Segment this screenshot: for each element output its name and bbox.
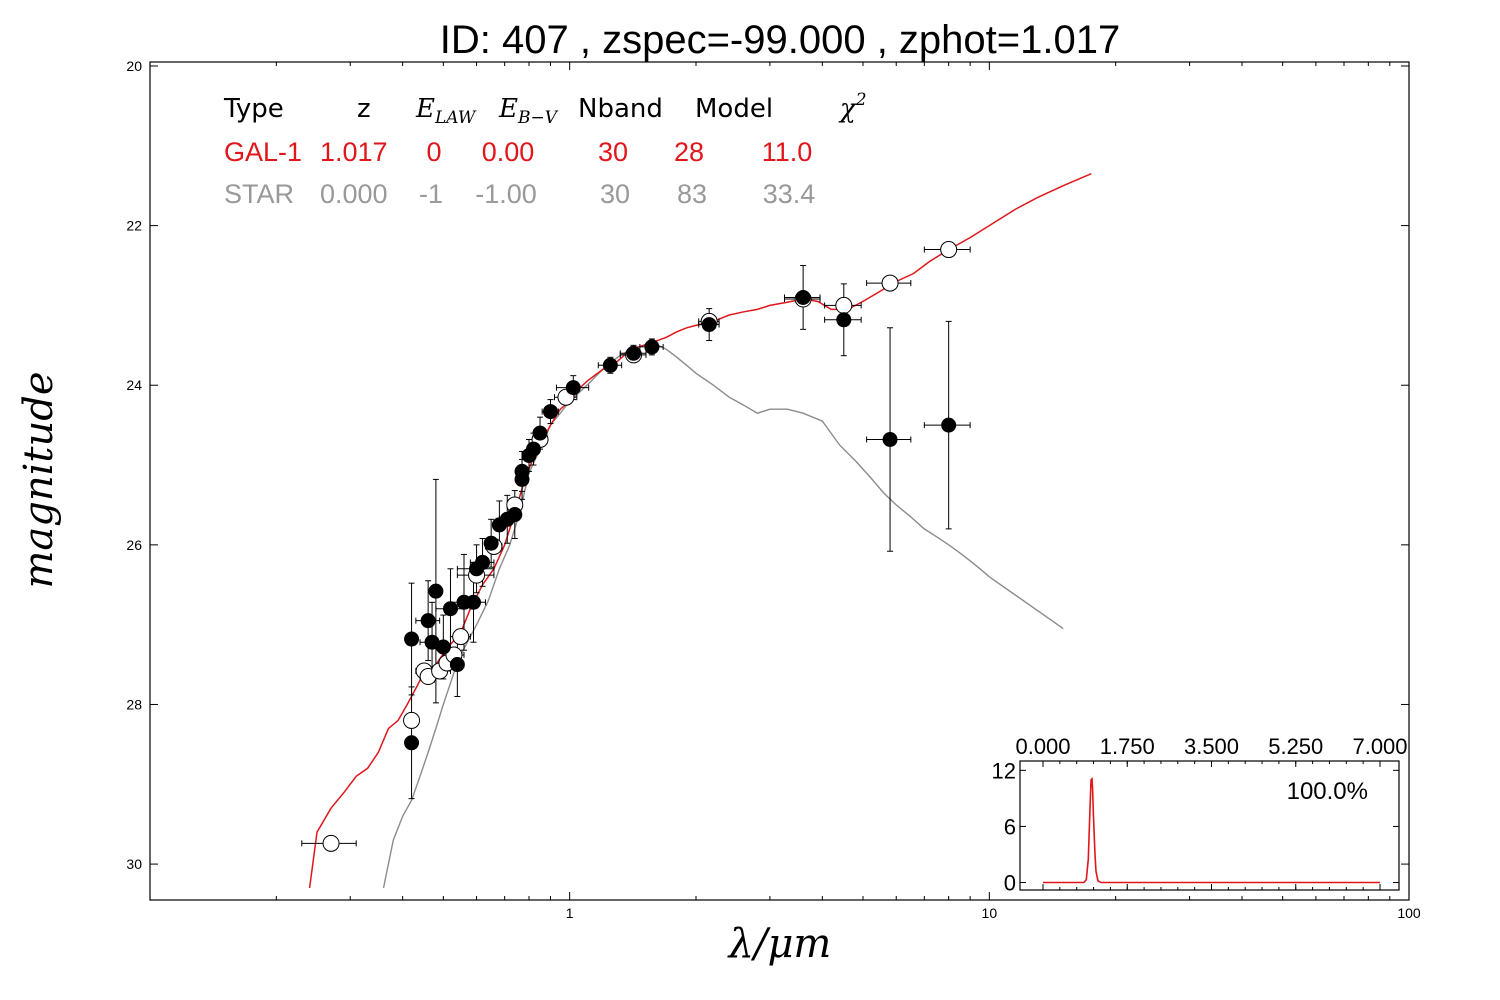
observed-photometry-point [483,535,499,551]
table-row-galaxy: GAL-1 1.017 0 0.00 30 28 11.0 [224,137,812,167]
row-ebv: -1.00 [475,179,537,209]
x-tick-label: 10 [982,905,998,921]
row-type: STAR [224,179,294,209]
observed-photometry-point [626,345,642,361]
col-header-model: Model [695,94,773,124]
observed-photometry-point [836,312,852,328]
row-ebv: 0.00 [482,137,535,167]
model-photometry-point [881,274,899,292]
observed-photometry-point [525,441,541,457]
fit-summary-table: Type z ELAW EB−V Nband Model χ2 GAL-1 1.… [223,90,867,209]
inset-x-tick-label: 7.000 [1352,734,1407,759]
observed-photometry-point [941,417,957,433]
observed-photometry-point [542,404,558,420]
model-curves [308,173,1092,889]
observed-photometry-point [475,554,491,570]
plot-ticks: 20 22 24 26 28 30 1 10 100 [126,58,1420,921]
plot-frame [149,61,1410,901]
chart-title: ID: 407 , zspec=-99.000 , zphot=1.017 [440,18,1120,62]
inset-y-tick-label: 12 [992,758,1016,783]
row-z: 1.017 [320,137,388,167]
inset-x-tick-label: 5.250 [1268,734,1323,759]
col-header-nband: Nband [578,94,663,124]
observed-photometry-point [404,735,420,751]
y-tick-label: 24 [126,377,142,393]
col-header-z: z [357,94,371,124]
y-axis-label: magnitude [16,371,62,588]
observed-photometry-point [532,425,548,441]
row-nband: 30 [600,179,630,209]
y-tick-label: 30 [126,856,142,872]
model-photometry-point [403,711,421,729]
pdf-curve [1043,776,1380,884]
model-photometry-point [452,628,470,646]
row-model: 83 [677,179,707,209]
inset-x-tick-label: 0.000 [1015,734,1070,759]
model-photometry-point [940,241,958,259]
zphot-pdf-inset: 0.000 1.750 3.500 5.250 7.000 0 6 12 100.0% [992,734,1408,896]
observed-photometry-point [507,507,523,523]
galaxy-model-line [308,173,1092,889]
row-elaw: 0 [426,137,441,167]
observed-photometry-point [882,431,898,447]
y-tick-label: 28 [126,696,142,712]
row-model: 28 [674,137,704,167]
row-elaw: -1 [419,179,443,209]
y-tick-label: 26 [126,537,142,553]
observed-photometry-point [565,380,581,396]
col-header-ebv: EB−V [498,94,559,128]
inset-frame [1019,760,1400,891]
inset-x-tick-label: 1.750 [1100,734,1155,759]
model-photometry-point [322,834,340,852]
y-tick-label: 20 [126,58,142,74]
sed-plot: 20 22 24 26 28 30 1 10 100 [126,58,1420,921]
row-nband: 30 [598,137,628,167]
observed-photometry-point [442,601,458,617]
table-row-star: STAR 0.000 -1 -1.00 30 83 33.4 [224,179,815,209]
row-type: GAL-1 [224,137,302,167]
observed-photometry-point [602,357,618,373]
row-z: 0.000 [320,179,388,209]
col-header-type: Type [223,94,284,124]
inset-y-tick-label: 0 [1004,871,1016,896]
observed-photometry-point [428,583,444,599]
observed-photometry-point [514,471,530,487]
observed-photometry-point [420,613,436,629]
y-tick-label: 22 [126,218,142,234]
pdf-peak-label: 100.0% [1287,778,1368,805]
observed-photometry-point [404,631,420,647]
x-tick-label: 1 [566,905,574,921]
row-chi2: 11.0 [762,137,813,167]
inset-y-tick-label: 6 [1004,814,1016,839]
photometry-points [301,241,971,852]
x-tick-label: 100 [1397,905,1421,921]
model-photometry-point [835,296,853,314]
observed-photometry-point [449,657,465,673]
inset-x-tick-label: 3.500 [1184,734,1239,759]
observed-photometry-point [435,639,451,655]
x-axis-label: λ/μm [727,921,832,967]
col-header-elaw: ELAW [415,94,477,128]
observed-photometry-point [795,289,811,305]
observed-photometry-point [466,594,482,610]
observed-photometry-point [644,339,660,355]
col-header-chi2: χ2 [838,90,867,124]
observed-photometry-point [701,317,717,333]
row-chi2: 33.4 [763,179,816,209]
inset-ticks: 0.000 1.750 3.500 5.250 7.000 0 6 12 [992,734,1408,896]
